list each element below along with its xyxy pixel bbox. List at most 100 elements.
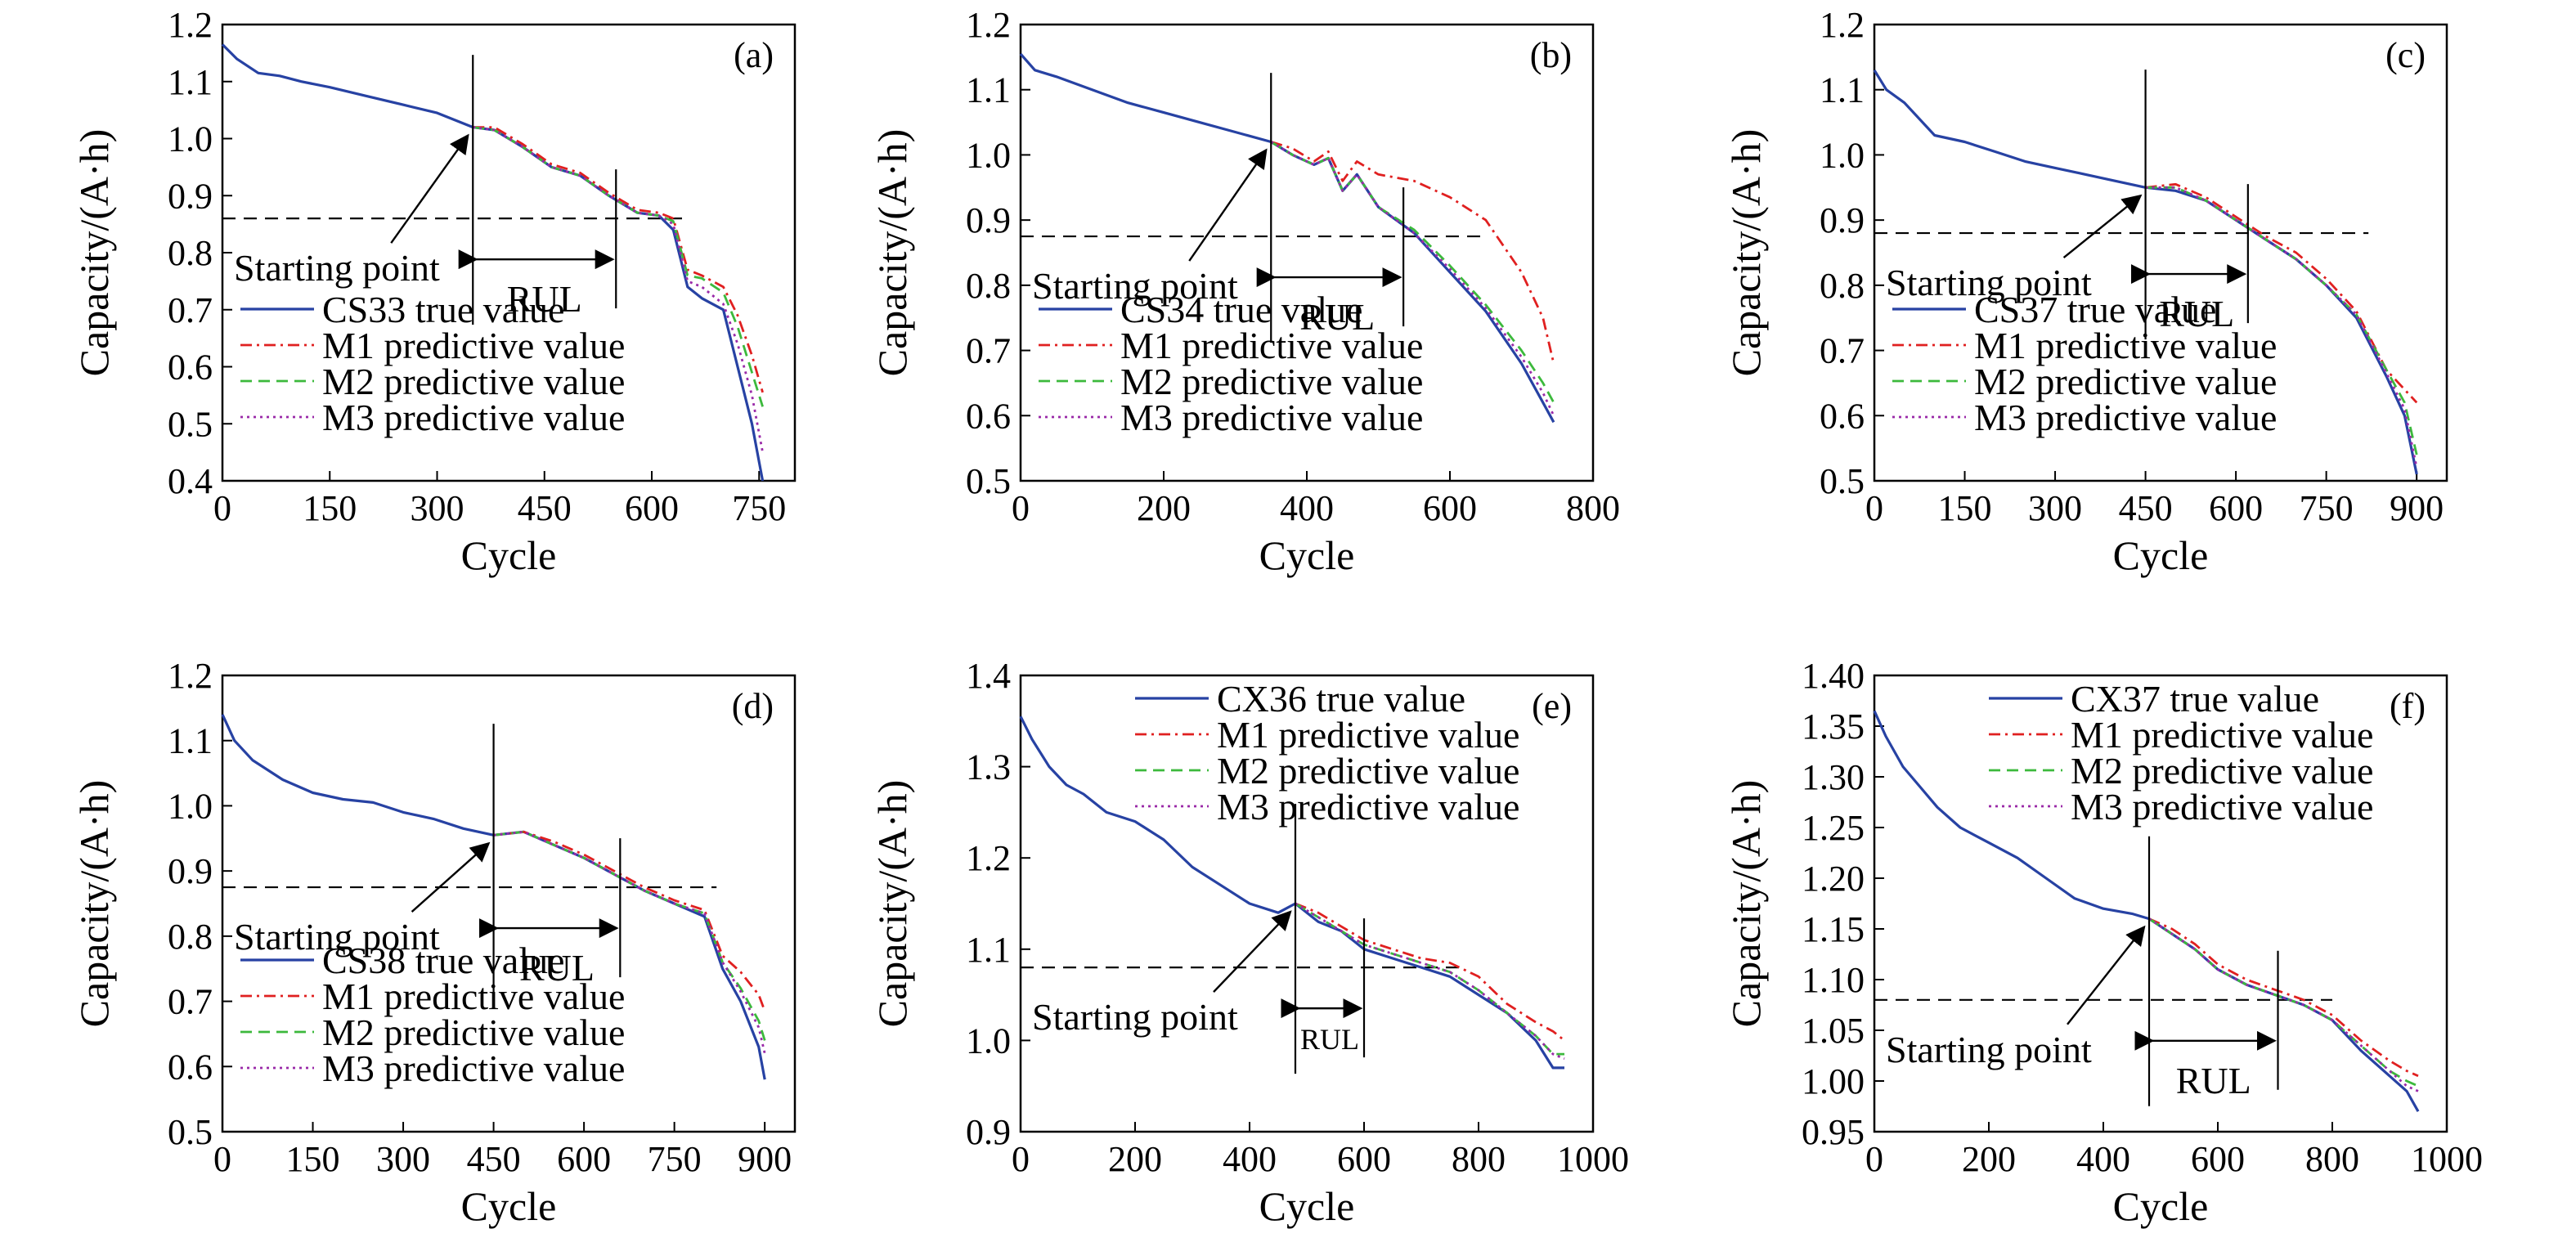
y-tick-label: 1.2 [966,838,1011,878]
rul-label: RUL [519,947,595,989]
y-tick-label: 0.9 [168,176,213,216]
y-tick-label: 0.5 [1820,461,1865,501]
y-axis-label: Capacity/(A·h) [1723,780,1769,1028]
y-tick-label: 1.1 [168,721,213,761]
x-tick-label: 900 [2390,488,2444,528]
x-tick-label: 0 [1012,488,1030,528]
y-tick-label: 1.0 [966,1020,1011,1061]
starting-point-label: Starting point [1886,262,2092,303]
legend-entry: M1 predictive value [322,976,625,1017]
x-tick-label: 450 [518,488,572,528]
starting-point-arrow [390,133,469,244]
x-tick-label: 750 [648,1139,702,1179]
y-tick-label: 1.05 [1802,1011,1865,1051]
legend-entry: CX36 true value [1217,678,1465,720]
series-line-true [1019,52,1555,424]
series-line-m1 [1295,902,1565,1042]
legend-entry: CS37 true value [1974,289,2216,330]
x-tick-label: 0 [1865,1139,1883,1179]
y-tick-label: 1.00 [1802,1061,1865,1101]
chart-panel-2: 0 200 400 600 800 0.5 0.6 0.7 0.8 0.9 1.0 1.1 1.2 Cyc… [869,5,1620,578]
panel-label: (a) [734,35,774,75]
y-tick-label: 1.2 [966,5,1011,45]
y-tick-label: 0.7 [168,290,213,330]
legend-entry: CS38 true value [322,940,564,981]
series-line-m2 [473,126,764,407]
panel-label: (f) [2390,686,2426,726]
x-tick-label: 800 [1452,1139,1506,1179]
legend-entry: M3 predictive value [1974,397,2277,438]
x-tick-label: 800 [2305,1139,2359,1179]
series-line-m1 [1270,141,1555,364]
x-tick-label: 0 [1012,1139,1030,1179]
y-tick-label: 1.1 [1820,70,1865,110]
chart-panel-5: 0 200 400 600 800 1000 0.9 1.0 1.1 1.2 1.3 1.4 Cycle… [869,656,1629,1229]
x-tick-label: 400 [1223,1139,1277,1179]
x-tick-label: 600 [625,488,679,528]
starting-point-label: Starting point [1886,1029,2092,1070]
y-axis-label: Capacity/(A·h) [71,129,117,377]
x-axis-label: Cycle [461,1183,557,1229]
x-axis-label: Cycle [461,532,557,578]
y-tick-label: 1.15 [1802,909,1865,949]
starting-point-arrow [1213,910,1292,993]
legend-entry: M3 predictive value [1217,786,1519,828]
starting-point-label: Starting point [234,247,440,289]
y-tick-label: 0.9 [1820,200,1865,240]
legend-entry: CX37 true value [2071,678,2319,720]
x-tick-label: 150 [303,488,357,528]
panel-label: (b) [1530,35,1572,75]
legend-entry: M2 predictive value [1217,750,1519,792]
series-line-m3 [2145,186,2418,469]
legend-entry: M2 predictive value [1974,361,2277,402]
axes-frame [1019,674,1595,1133]
y-tick-label: 1.1 [966,930,1011,970]
starting-point-arrow [1188,148,1268,262]
rul-label: RUL [1299,296,1375,338]
y-tick-label: 1.40 [1802,656,1865,696]
legend-entry: M1 predictive value [322,325,625,366]
series-line-true [1019,715,1564,1070]
y-axis-label: Capacity/(A·h) [869,780,915,1028]
y-tick-label: 1.0 [1820,135,1865,175]
y-tick-label: 0.7 [966,331,1011,371]
rul-label: RUL [1300,1023,1359,1056]
series-line-m2 [493,830,766,1041]
y-tick-label: 1.35 [1802,706,1865,747]
y-tick-label: 1.30 [1802,757,1865,797]
y-tick-label: 1.2 [1820,5,1865,45]
x-tick-label: 800 [1566,488,1620,528]
series-line-m2 [1270,141,1555,403]
x-tick-label: 0 [213,488,231,528]
x-tick-label: 200 [1962,1139,2016,1179]
legend-entry: M3 predictive value [1120,397,1423,438]
rul-label: RUL [507,278,582,320]
legend-entry: M1 predictive value [1974,325,2277,366]
y-tick-label: 0.9 [168,851,213,891]
y-tick-label: 1.25 [1802,808,1865,848]
starting-point-arrow [2067,925,2146,1025]
legend-entry: M2 predictive value [322,1011,625,1053]
y-tick-label: 0.6 [1820,396,1865,436]
legend-entry: M2 predictive value [2071,750,2373,792]
starting-point-label: Starting point [1032,996,1238,1038]
series-line-m1 [2145,182,2418,404]
y-tick-label: 0.7 [1820,331,1865,371]
series-line-m3 [473,126,764,453]
x-tick-label: 300 [376,1139,430,1179]
x-tick-label: 1000 [1557,1139,1629,1179]
series-line-m1 [2148,917,2419,1078]
x-axis-label: Cycle [1259,1183,1355,1229]
y-tick-label: 0.8 [168,233,213,273]
panel-label: (d) [732,686,774,726]
series-line-m2 [2148,917,2419,1088]
starting-point-arrow [411,841,491,913]
y-tick-label: 0.9 [966,200,1011,240]
y-tick-label: 0.6 [966,396,1011,436]
y-tick-label: 1.20 [1802,859,1865,899]
y-axis-label: Capacity/(A·h) [1723,129,1769,377]
legend-entry: CS33 true value [322,289,564,330]
legend-entry: M2 predictive value [1120,361,1423,402]
y-tick-label: 0.5 [168,404,213,444]
x-tick-label: 400 [1280,488,1334,528]
